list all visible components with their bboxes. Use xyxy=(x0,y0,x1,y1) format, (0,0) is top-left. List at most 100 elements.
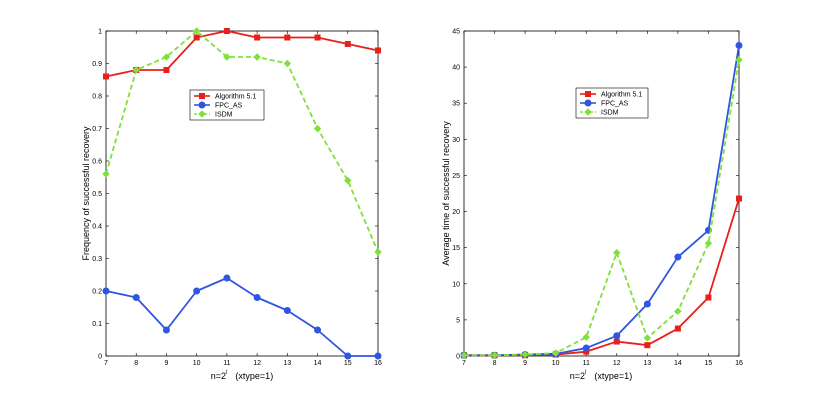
data-point-algorithm-5-1 xyxy=(103,73,109,80)
series-line-algorithm-5-1 xyxy=(105,30,379,78)
data-point-isdm xyxy=(283,59,292,68)
data-point-isdm xyxy=(374,248,382,256)
x-axis-label-exponent: l xyxy=(585,370,586,376)
x-tick-label: 13 xyxy=(643,360,651,367)
x-tick-label: 8 xyxy=(134,360,138,367)
series-line-isdm xyxy=(464,59,740,357)
y-tick-label: 10 xyxy=(452,281,460,288)
plot-area-average-time xyxy=(463,30,740,357)
data-point-isdm xyxy=(704,239,713,248)
x-axis-label: n=2l (xtype=1) xyxy=(570,370,632,381)
y-tick-label: 40 xyxy=(452,65,460,72)
x-tick-label: 10 xyxy=(193,360,201,367)
series-line-isdm xyxy=(105,30,379,253)
data-point-isdm xyxy=(313,124,322,133)
data-point-fpc-as xyxy=(582,344,590,352)
data-point-isdm xyxy=(582,333,590,341)
x-tick-label: 9 xyxy=(523,360,527,367)
data-point-fpc-as xyxy=(674,253,682,261)
y-tick-label: 0 xyxy=(98,354,102,361)
series-layer xyxy=(102,27,382,360)
x-tick-label: 12 xyxy=(613,360,621,367)
data-point-algorithm-5-1 xyxy=(254,34,261,41)
data-point-isdm xyxy=(223,53,231,61)
data-point-algorithm-5-1 xyxy=(163,67,170,73)
legend-marker-fpc-as xyxy=(584,99,592,107)
data-point-fpc-as xyxy=(283,307,291,314)
data-point-algorithm-5-1 xyxy=(344,41,351,47)
chart-average-time: 7 8 9 10 11 12 13 14 15 16 0 5 10 15 20 25 30 35 40 45 Aver… xyxy=(441,29,743,382)
x-tick-label: 14 xyxy=(674,360,682,367)
axis-ticks: 7 8 9 10 11 12 13 14 15 16 0 5 10 15 20 25 30 35 40 45 xyxy=(452,29,743,368)
y-tick-label: 30 xyxy=(452,137,460,144)
y-tick-label: 0.5 xyxy=(92,191,102,198)
y-tick-label: 20 xyxy=(452,209,460,216)
axis-ticks: 7 8 9 10 11 12 13 14 15 16 0 0.1 0.2 0.3 0.4 0.5 0.6 0.7 0… xyxy=(92,29,382,368)
data-point-isdm xyxy=(460,351,468,359)
data-point-isdm xyxy=(521,350,529,359)
series-line-fpc-as xyxy=(464,45,740,357)
x-tick-label: 7 xyxy=(462,360,466,367)
data-point-fpc-as xyxy=(314,326,322,334)
chart-frequency: 7 8 9 10 11 12 13 14 15 16 0 0.1 0.2 0.3 0.4 0.5 0.6 0.7 0… xyxy=(81,27,382,381)
x-tick-label: 11 xyxy=(583,360,590,367)
x-axis-label-exponent: l xyxy=(226,370,227,376)
legend: Algorithm 5.1 FPC_AS ISDM xyxy=(189,89,265,121)
data-point-algorithm-5-1 xyxy=(674,325,681,332)
legend-marker-fpc-as xyxy=(198,101,206,109)
data-point-algorithm-5-1 xyxy=(736,195,742,202)
data-point-fpc-as xyxy=(374,352,382,360)
y-tick-label: 45 xyxy=(452,29,460,36)
data-point-isdm xyxy=(132,66,140,74)
data-point-algorithm-5-1 xyxy=(613,338,620,345)
x-tick-label: 16 xyxy=(735,360,743,367)
legend-label-algorithm-5-1: Algorithm 5.1 xyxy=(215,94,256,101)
y-tick-label: 0.2 xyxy=(92,289,102,296)
y-axis-label: Frequency of successful recovery xyxy=(81,126,91,261)
data-point-isdm xyxy=(735,56,743,64)
data-point-algorithm-5-1 xyxy=(284,34,291,41)
data-point-fpc-as xyxy=(223,274,231,282)
legend: Algorithm 5.1 FPC_AS ISDM xyxy=(575,87,649,119)
data-point-isdm xyxy=(253,53,261,61)
y-tick-label: 1 xyxy=(98,29,102,36)
data-point-fpc-as xyxy=(735,41,743,49)
y-tick-label: 5 xyxy=(456,317,460,324)
y-tick-label: 35 xyxy=(452,101,460,108)
data-point-isdm xyxy=(551,349,560,357)
x-axis-label: n=2l (xtype=1) xyxy=(211,370,273,381)
legend-label-algorithm-5-1: Algorithm 5.1 xyxy=(601,92,642,99)
plot-area-frequency xyxy=(105,30,379,357)
data-point-isdm xyxy=(490,351,499,359)
y-tick-label: 0.9 xyxy=(92,61,102,68)
data-point-algorithm-5-1 xyxy=(223,28,230,34)
x-tick-label: 13 xyxy=(283,360,291,367)
data-point-algorithm-5-1 xyxy=(375,47,381,54)
data-point-fpc-as xyxy=(132,294,140,301)
data-point-isdm xyxy=(162,53,171,61)
y-axis-label: Average time of successful recovery xyxy=(441,121,451,266)
x-tick-label: 14 xyxy=(314,360,322,367)
legend-marker-algorithm-5-1 xyxy=(585,91,591,97)
data-point-fpc-as xyxy=(193,287,201,295)
data-point-isdm xyxy=(192,27,201,35)
x-axis-label-suffix: (xtype=1) xyxy=(235,371,273,381)
data-point-isdm xyxy=(102,170,110,178)
y-tick-label: 25 xyxy=(452,173,460,180)
x-axis-label-suffix: (xtype=1) xyxy=(594,371,632,381)
x-tick-label: 10 xyxy=(552,360,560,367)
legend-label-isdm: ISDM xyxy=(215,112,233,119)
legend-marker-isdm xyxy=(584,108,592,116)
data-point-fpc-as xyxy=(162,326,170,334)
data-point-isdm xyxy=(643,334,652,342)
y-tick-label: 0.7 xyxy=(92,126,102,133)
legend-label-fpc-as: FPC_AS xyxy=(601,101,629,108)
x-tick-label: 11 xyxy=(223,360,230,367)
data-point-algorithm-5-1 xyxy=(705,294,712,301)
x-tick-label: 8 xyxy=(493,360,497,367)
x-tick-label: 16 xyxy=(374,360,382,367)
x-tick-label: 15 xyxy=(705,360,713,367)
y-tick-label: 0.6 xyxy=(92,159,102,166)
data-point-isdm xyxy=(344,176,352,185)
